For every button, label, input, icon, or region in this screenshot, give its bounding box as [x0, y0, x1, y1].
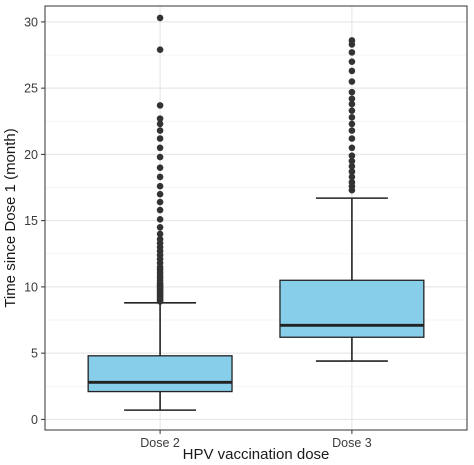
- iqr-box: [279, 279, 425, 338]
- outlier-point: [156, 190, 164, 198]
- outlier-point: [348, 163, 356, 170]
- y-axis-ticks: 0 5 10 15 20 25 30: [24, 15, 45, 427]
- outlier-point: [156, 115, 164, 122]
- outlier-point: [156, 14, 164, 22]
- outlier-point: [348, 168, 356, 175]
- outlier-point: [348, 152, 356, 160]
- outlier-point: [156, 216, 164, 223]
- outlier-point: [348, 67, 356, 75]
- outlier-point: [348, 37, 356, 44]
- outlier-point: [156, 223, 164, 231]
- outlier-point: [156, 164, 164, 171]
- plot-panel-border: [44, 5, 468, 431]
- y-tick-label: 25: [24, 82, 38, 96]
- y-tick-label: 10: [24, 280, 38, 294]
- x-tick-label: Dose 2: [140, 436, 180, 450]
- outlier-point: [348, 120, 356, 128]
- iqr-box: [87, 355, 233, 393]
- outlier-point: [156, 173, 164, 181]
- y-tick-label: 20: [24, 148, 38, 162]
- outlier-point: [348, 49, 356, 56]
- outlier-point: [156, 135, 164, 142]
- outlier-point: [156, 153, 164, 161]
- outlier-point: [348, 107, 356, 114]
- outliers: [156, 14, 356, 305]
- outlier-point: [156, 182, 164, 190]
- outlier-point: [156, 235, 164, 243]
- outlier-point: [156, 46, 164, 54]
- outlier-point: [348, 178, 356, 186]
- x-axis-ticks: Dose 2 Dose 3: [140, 430, 372, 450]
- boxes: [87, 197, 425, 411]
- x-tick-label: Dose 3: [332, 436, 372, 450]
- outlier-point: [348, 88, 356, 96]
- box-group: [279, 197, 425, 362]
- outlier-point: [348, 78, 356, 85]
- outlier-point: [348, 58, 356, 65]
- y-tick-label: 5: [31, 347, 38, 361]
- outlier-point: [348, 114, 356, 121]
- y-tick-label: 0: [31, 413, 38, 427]
- outlier-point: [348, 144, 356, 152]
- outlier-point: [348, 95, 356, 103]
- outlier-point: [348, 135, 356, 142]
- outlier-point: [156, 206, 164, 214]
- outlier-point: [348, 127, 356, 134]
- outlier-point: [348, 100, 356, 108]
- y-tick-label: 30: [24, 15, 38, 29]
- outlier-point: [156, 102, 164, 109]
- outlier-point: [156, 230, 164, 238]
- box-group: [87, 301, 233, 411]
- outlier-point: [156, 198, 164, 206]
- y-tick-label: 15: [24, 214, 38, 228]
- outlier-point: [156, 120, 164, 128]
- x-axis-title: HPV vaccination dose: [183, 446, 330, 463]
- outlier-point: [348, 173, 356, 181]
- outlier-point: [156, 127, 164, 134]
- outlier-point: [156, 144, 164, 152]
- y-axis-title: Time since Dose 1 (month): [2, 128, 19, 308]
- outlier-point: [348, 157, 356, 165]
